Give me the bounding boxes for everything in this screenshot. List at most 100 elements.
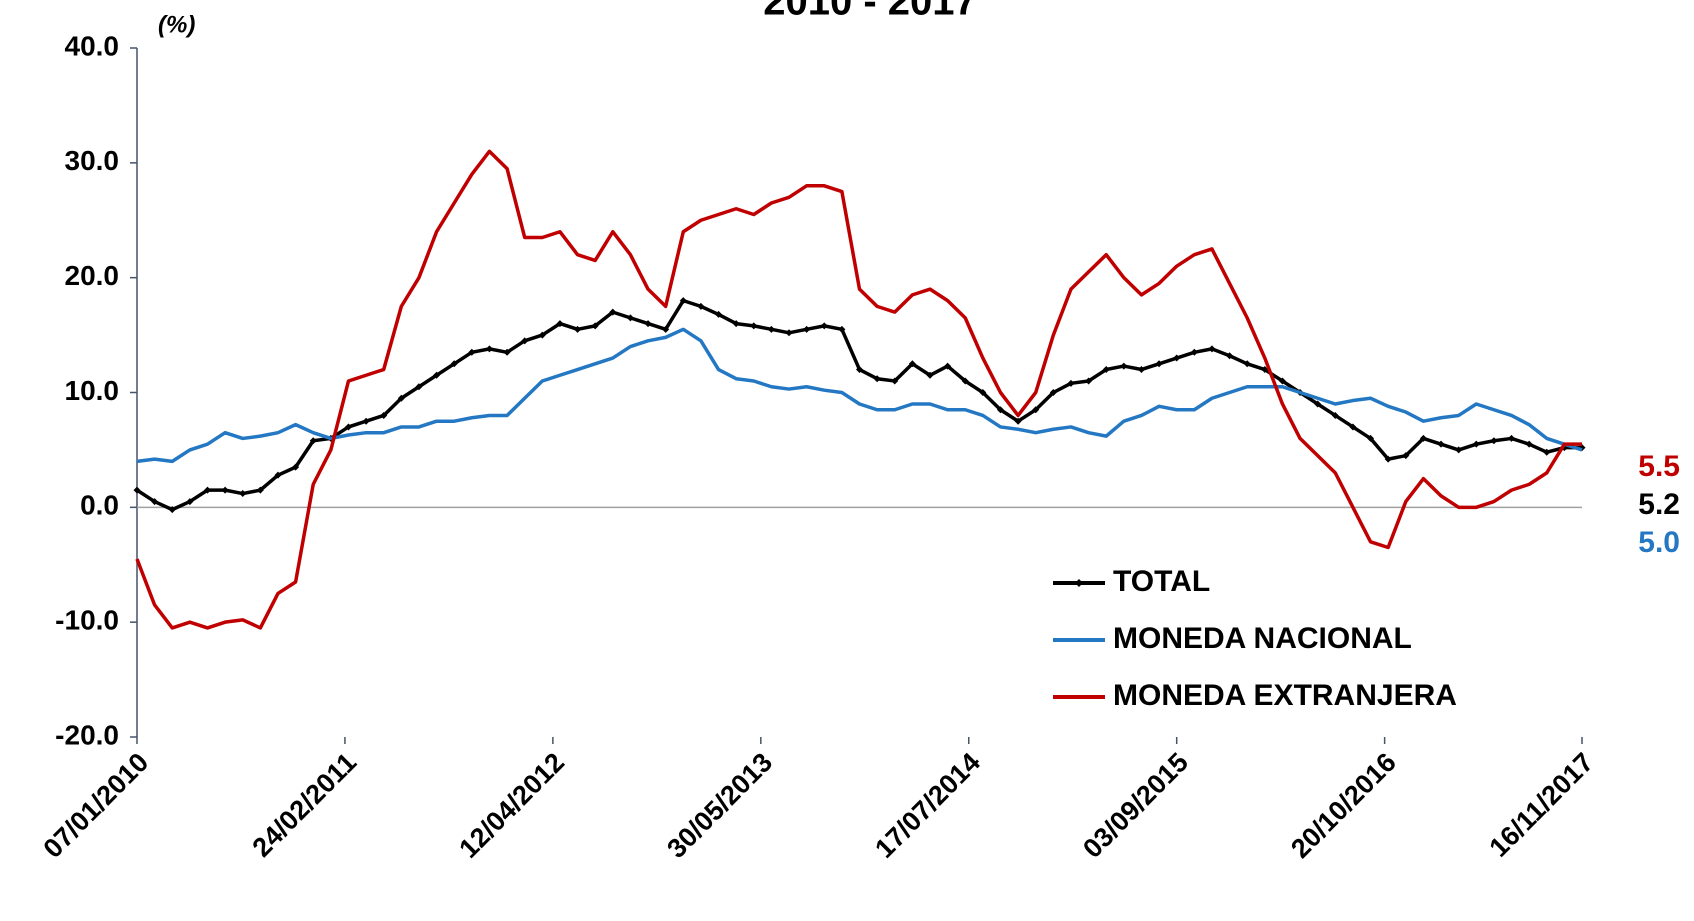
series-marker xyxy=(1278,377,1286,385)
series-marker xyxy=(979,389,987,396)
y-tick-label: 40.0 xyxy=(65,30,120,61)
chart-title: 2010 - 2017 xyxy=(763,0,977,24)
legend-marker xyxy=(1075,579,1083,587)
series-marker xyxy=(803,325,811,333)
series-marker xyxy=(256,486,264,494)
series-marker xyxy=(1120,362,1128,370)
series-marker xyxy=(1155,360,1163,368)
series-marker xyxy=(503,348,511,356)
end-value-label: 5.0 xyxy=(1638,526,1680,559)
y-tick-label: 10.0 xyxy=(65,375,120,406)
series-marker xyxy=(468,348,476,356)
series-marker xyxy=(574,325,582,333)
series-marker xyxy=(715,310,723,318)
series-marker xyxy=(1490,437,1498,445)
series-line xyxy=(136,327,1583,464)
series-marker xyxy=(1049,389,1057,396)
series-marker xyxy=(644,320,652,328)
series-marker xyxy=(1314,400,1322,408)
end-value-label: 5.2 xyxy=(1638,488,1680,521)
series-marker xyxy=(239,490,247,498)
series-marker xyxy=(926,371,934,379)
series-marker xyxy=(1384,455,1392,463)
series-marker xyxy=(1085,377,1093,385)
x-tick-label: 12/04/2012 xyxy=(453,747,570,864)
series-marker xyxy=(485,345,493,353)
series-marker xyxy=(1226,352,1234,360)
series-marker xyxy=(1508,434,1516,442)
y-tick-label: -10.0 xyxy=(55,605,119,636)
series-marker xyxy=(1543,448,1551,456)
x-tick-label: 24/02/2011 xyxy=(246,747,362,863)
x-tick-label: 03/09/2015 xyxy=(1077,747,1194,864)
series-marker xyxy=(908,360,916,368)
series-marker xyxy=(732,320,740,328)
legend-label: TOTAL xyxy=(1113,565,1210,598)
series-marker xyxy=(1173,354,1181,362)
series-marker xyxy=(221,486,229,494)
series-marker xyxy=(1525,440,1533,448)
series-marker xyxy=(1437,440,1445,448)
series-marker xyxy=(1402,452,1410,460)
series-marker xyxy=(1014,417,1022,425)
series-marker xyxy=(856,366,863,374)
series-marker xyxy=(203,486,211,494)
series-marker xyxy=(1190,348,1198,356)
series-marker xyxy=(820,322,828,330)
series-marker xyxy=(838,325,846,333)
series-line xyxy=(135,149,1582,630)
series-marker xyxy=(274,471,282,479)
series-marker xyxy=(186,498,194,506)
series-marker xyxy=(151,498,159,506)
series-marker xyxy=(1419,434,1427,442)
series-marker xyxy=(415,383,423,391)
series-marker xyxy=(362,417,370,425)
legend-label: MONEDA EXTRANJERA xyxy=(1113,679,1457,712)
series-marker xyxy=(1243,360,1251,368)
legend-label: MONEDA NACIONAL xyxy=(1113,622,1412,655)
series-marker xyxy=(521,337,529,345)
series-marker xyxy=(1455,446,1463,454)
series-marker xyxy=(891,377,899,385)
series-marker xyxy=(1067,379,1075,387)
series-marker xyxy=(538,331,546,339)
series-marker xyxy=(662,325,670,333)
series-marker xyxy=(168,506,176,514)
series-marker xyxy=(450,360,458,368)
series-marker xyxy=(626,314,634,322)
series-marker xyxy=(944,362,952,370)
x-tick-label: 30/05/2013 xyxy=(661,747,778,864)
series-marker xyxy=(380,411,388,419)
y-tick-label: 30.0 xyxy=(65,145,120,176)
x-tick-label: 16/11/2017 xyxy=(1484,747,1600,863)
series-marker xyxy=(679,297,687,305)
series-marker xyxy=(397,394,405,402)
series-marker xyxy=(591,322,599,330)
series-marker xyxy=(433,371,441,379)
end-value-label: 5.5 xyxy=(1638,450,1680,483)
y-tick-label: -20.0 xyxy=(55,719,119,750)
series-marker xyxy=(292,463,300,471)
series-marker xyxy=(609,308,617,316)
series-marker xyxy=(1472,440,1480,448)
series-marker xyxy=(767,325,775,333)
y-tick-label: 0.0 xyxy=(80,490,119,521)
series-marker xyxy=(133,486,141,494)
y-tick-label: 20.0 xyxy=(65,260,120,291)
series-marker xyxy=(1137,366,1145,374)
series-marker xyxy=(1331,411,1339,419)
x-tick-label: 20/10/2016 xyxy=(1285,747,1402,864)
series-marker xyxy=(344,423,352,431)
series-marker xyxy=(1367,434,1375,442)
series-marker xyxy=(1102,366,1110,374)
series-marker xyxy=(1032,406,1040,414)
x-tick-label: 07/01/2010 xyxy=(38,747,155,864)
y-axis-label: (%) xyxy=(158,11,195,38)
x-tick-label: 17/07/2014 xyxy=(869,747,986,864)
series-marker xyxy=(996,406,1004,414)
series-marker xyxy=(697,302,705,310)
series-marker xyxy=(785,329,793,337)
series-marker xyxy=(309,437,317,445)
series-marker xyxy=(750,322,758,330)
